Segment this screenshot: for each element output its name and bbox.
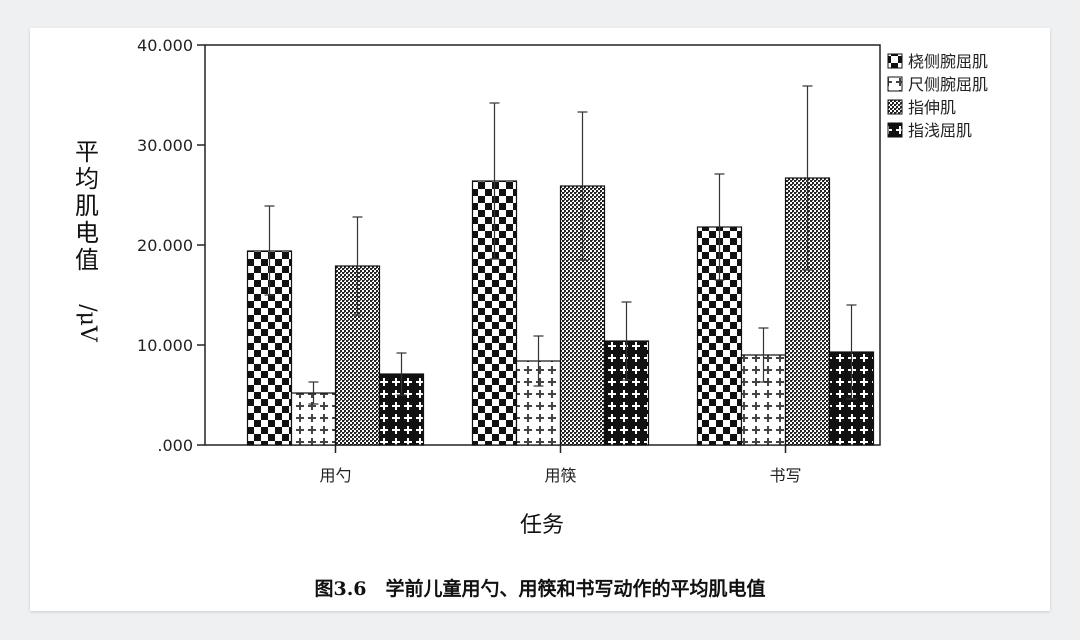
y-tick-label: 40.000 — [137, 36, 193, 55]
y-axis-title-char: 电 — [75, 219, 99, 247]
x-tick-label: 用筷 — [544, 466, 576, 485]
y-tick-label: 10.000 — [137, 336, 193, 355]
y-axis-title-char: 肌 — [75, 192, 99, 220]
y-axis-title-char: 平 — [75, 138, 99, 166]
legend-swatch — [887, 53, 903, 69]
legend-swatch — [887, 99, 903, 115]
figure-caption: 图3.6 学前儿童用勺、用筷和书写动作的平均肌电值 — [314, 578, 766, 600]
y-axis-title: 平均肌电值/μV — [75, 138, 100, 343]
bar — [246, 250, 293, 446]
y-axis-title-char: 均 — [75, 165, 99, 193]
x-axis-title: 任务 — [520, 513, 564, 538]
legend-swatch — [887, 122, 903, 138]
x-tick-label: 用勺 — [319, 466, 351, 485]
y-axis-title-char: 值 — [75, 246, 99, 274]
y-tick-label: 30.000 — [137, 136, 193, 155]
y-axis-title-unit: /μV — [75, 304, 100, 343]
legend-label: 桡侧腕屈肌 — [908, 52, 988, 71]
legend-swatch — [887, 76, 903, 92]
bars — [246, 85, 875, 446]
figure-card: .000 10.000 20.000 30.000 40.000 用勺 用筷 书写 桡侧腕屈… — [30, 28, 1050, 611]
y-axis: .000 10.000 20.000 30.000 40.000 — [137, 36, 205, 455]
legend-label: 指浅屈肌 — [908, 121, 972, 140]
x-tick-label: 书写 — [769, 466, 801, 485]
legend-label: 指伸肌 — [908, 98, 956, 117]
y-tick-label: .000 — [157, 436, 193, 455]
y-tick-label: 20.000 — [137, 236, 193, 255]
legend-label: 尺侧腕屈肌 — [908, 75, 988, 94]
bar-chart: .000 10.000 20.000 30.000 40.000 用勺 用筷 书写 桡侧腕屈… — [75, 36, 988, 538]
x-axis: 用勺 用筷 书写 — [319, 445, 802, 485]
